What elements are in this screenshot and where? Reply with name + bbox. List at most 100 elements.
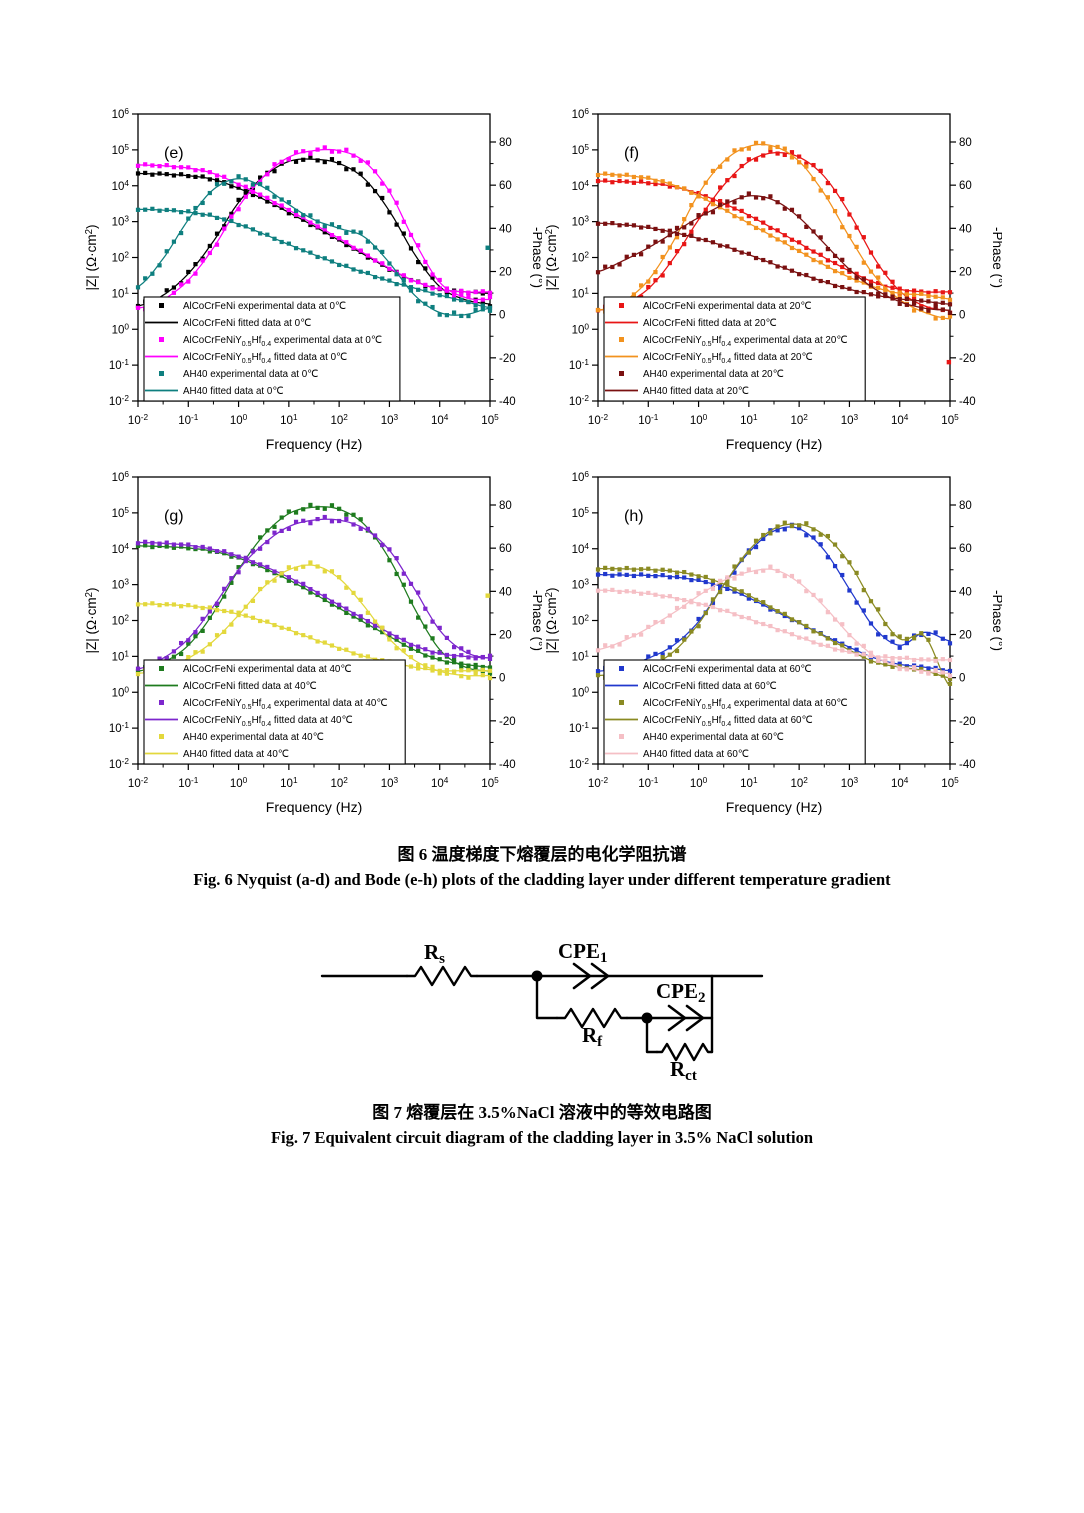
exp-zmag-point	[150, 540, 155, 546]
exp-phase-point	[344, 516, 349, 522]
y-left-tick-label: 100	[572, 685, 590, 699]
exp-zmag-point	[919, 298, 924, 303]
exp-phase-point	[667, 233, 672, 238]
exp-phase-point	[423, 266, 428, 271]
exp-phase-point	[344, 147, 349, 152]
exp-phase-point	[293, 519, 299, 524]
exp-zmag-point	[243, 613, 248, 618]
exp-zmag-point	[718, 608, 723, 613]
exp-zmag-point	[933, 658, 938, 663]
exp-phase-point	[753, 195, 759, 200]
y-axis-right-label: -Phase (°)	[990, 590, 1002, 651]
exp-zmag-point	[667, 184, 672, 189]
x-tick-label: 10-1	[178, 413, 199, 427]
exp-zmag-point	[444, 288, 449, 293]
exp-zmag-point	[631, 573, 637, 579]
exp-phase-point	[214, 242, 220, 247]
exp-phase-point	[617, 262, 622, 267]
exp-zmag-point	[639, 591, 644, 596]
exp-zmag-point	[416, 666, 421, 671]
exp-phase-point	[315, 147, 320, 152]
exp-zmag-point	[674, 574, 680, 580]
exp-phase-point	[890, 660, 895, 665]
exp-zmag-point	[459, 661, 464, 666]
exp-zmag-point	[394, 634, 399, 640]
exp-zmag-point	[775, 264, 780, 269]
exp-phase-point	[272, 524, 277, 529]
exp-phase-point	[926, 631, 931, 637]
exp-zmag-point	[329, 643, 335, 648]
exp-phase-point	[818, 168, 823, 173]
exp-zmag-point	[789, 237, 795, 242]
exp-phase-point	[674, 225, 680, 231]
exp-zmag-point	[933, 289, 938, 294]
exp-zmag-point	[279, 573, 284, 578]
exp-zmag-point	[265, 564, 270, 570]
exp-outlier-point	[485, 593, 490, 598]
exp-phase-point	[430, 664, 435, 669]
exp-phase-point	[861, 608, 866, 613]
exp-phase-point	[832, 564, 838, 569]
exp-phase-point	[682, 225, 687, 230]
exp-phase-point	[710, 586, 716, 592]
exp-zmag-point	[653, 226, 658, 232]
exp-zmag-point	[272, 569, 277, 574]
exp-zmag-point	[933, 294, 938, 299]
exp-phase-point	[430, 275, 435, 280]
exp-phase-point	[258, 586, 263, 592]
exp-zmag-point	[890, 664, 895, 669]
legend-label: AlCoCrFeNiY0.5Hf0.4 experimental data at…	[643, 335, 847, 348]
exp-zmag-point	[143, 162, 148, 167]
exp-phase-point	[394, 571, 399, 577]
exp-phase-point	[444, 286, 449, 291]
exp-phase-point	[408, 599, 414, 604]
exp-zmag-point	[351, 651, 356, 656]
exp-phase-point	[876, 632, 881, 637]
exp-zmag-point	[775, 228, 780, 233]
exp-zmag-point	[322, 593, 327, 599]
exp-phase-point	[365, 610, 370, 615]
exp-zmag-point	[236, 222, 241, 228]
exp-zmag-point	[423, 653, 428, 658]
exp-zmag-point	[897, 286, 902, 291]
exp-zmag-point	[487, 305, 493, 310]
y-left-tick-label: 104	[572, 542, 590, 556]
exp-outlier-point	[485, 245, 490, 250]
exp-zmag-point	[222, 549, 227, 554]
exp-phase-point	[193, 205, 198, 211]
exp-phase-point	[947, 314, 953, 319]
exp-phase-point	[329, 569, 335, 574]
exp-zmag-point	[789, 245, 795, 251]
fitted-phase-line	[137, 148, 491, 309]
exp-phase-point	[164, 288, 169, 293]
legend-marker-square	[619, 734, 624, 739]
exp-phase-point	[897, 666, 902, 672]
y-right-tick-label: -40	[959, 396, 976, 408]
exp-phase-point	[947, 673, 953, 679]
exp-zmag-point	[372, 274, 378, 280]
exp-phase-point	[236, 570, 241, 575]
exp-phase-point	[473, 656, 478, 661]
exp-phase-point	[222, 586, 227, 591]
exp-phase-point	[825, 533, 830, 539]
exp-zmag-point	[337, 262, 342, 268]
exp-phase-point	[423, 301, 428, 306]
exp-phase-point	[186, 638, 191, 643]
exp-phase-point	[710, 210, 716, 215]
exp-zmag-point	[804, 272, 809, 278]
exp-zmag-point	[710, 582, 716, 587]
exp-zmag-point	[337, 236, 342, 241]
exp-zmag-point	[207, 177, 212, 182]
exp-zmag-point	[811, 276, 816, 281]
exp-phase-point	[200, 200, 205, 206]
exp-zmag-point	[696, 237, 701, 242]
exp-zmag-point	[639, 175, 644, 180]
exp-zmag-point	[286, 211, 291, 216]
exp-phase-point	[387, 261, 392, 266]
y-left-tick-label: 101	[572, 286, 590, 300]
exp-phase-point	[947, 681, 953, 686]
exp-zmag-point	[286, 241, 291, 246]
exp-phase-point	[365, 526, 370, 531]
circuit-svg: Rs CPE1 Rf CPE2 Rct	[320, 939, 764, 1082]
exp-phase-point	[135, 285, 141, 290]
